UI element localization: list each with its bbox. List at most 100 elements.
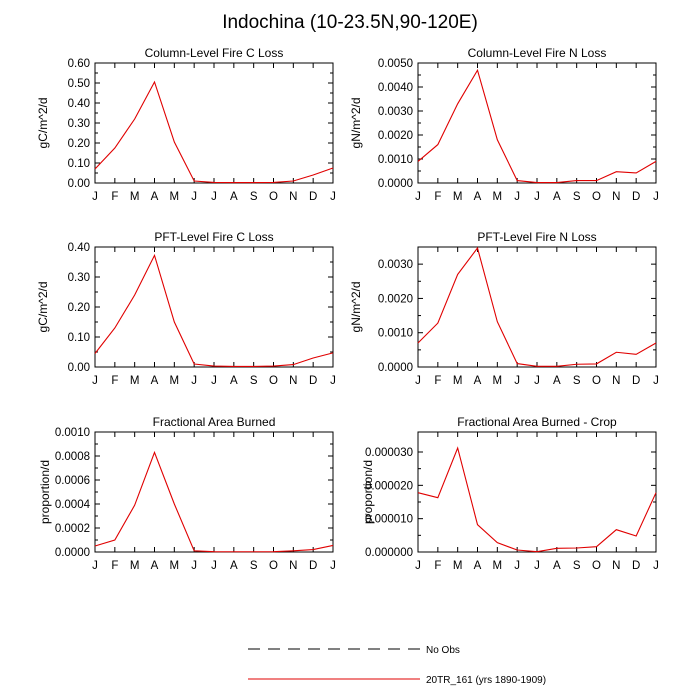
x-tick-label: S [573, 375, 581, 387]
x-tick-label: F [434, 375, 441, 387]
x-tick-label: M [453, 375, 463, 387]
x-tick-label: M [453, 560, 463, 572]
x-tick-label: M [170, 191, 180, 203]
x-tick-label: F [111, 375, 118, 387]
x-tick-label: M [493, 191, 503, 203]
y-tick-label: 0.0020 [378, 130, 413, 142]
y-tick-label: 0.0000 [378, 362, 413, 374]
y-tick-label: 0.0010 [378, 154, 413, 166]
x-tick-label: J [191, 560, 197, 572]
x-tick-label: A [230, 560, 238, 572]
x-tick-label: M [493, 375, 503, 387]
y-tick-label: 0.000030 [365, 447, 413, 459]
y-axis-label: proportion/d [38, 460, 52, 524]
figure-title: Indochina (10-23.5N,90-120E) [222, 12, 478, 33]
x-tick-label: N [612, 560, 620, 572]
x-tick-label: J [514, 191, 520, 203]
x-tick-label: S [250, 375, 258, 387]
series-line [417, 68, 657, 184]
x-tick-label: D [309, 560, 317, 572]
y-tick-label: 0.000010 [365, 514, 413, 526]
y-tick-label: 0.00 [68, 362, 90, 374]
x-tick-label: D [309, 375, 317, 387]
x-tick-label: A [151, 375, 159, 387]
x-tick-label: J [534, 375, 540, 387]
y-tick-label: 0.00 [68, 178, 90, 190]
x-tick-label: J [92, 560, 98, 572]
y-tick-label: 0.0010 [378, 328, 413, 340]
x-tick-label: J [534, 560, 540, 572]
x-tick-label: M [130, 375, 140, 387]
x-tick-label: J [211, 191, 217, 203]
y-tick-label: 0.10 [68, 158, 90, 170]
x-tick-label: M [453, 191, 463, 203]
x-tick-label: S [573, 560, 581, 572]
y-tick-label: 0.50 [68, 78, 90, 90]
x-tick-label: J [191, 191, 197, 203]
y-tick-label: 0.0000 [378, 178, 413, 190]
y-tick-label: 0.000000 [365, 547, 413, 559]
x-tick-label: J [534, 191, 540, 203]
y-tick-label: 0.0000 [55, 547, 90, 559]
x-tick-label: A [553, 375, 561, 387]
x-tick-label: J [211, 560, 217, 572]
legend: No Obs 20TR_161 (yrs 1890-1909) [248, 645, 546, 686]
x-tick-label: O [592, 191, 601, 203]
series-line [94, 450, 334, 553]
y-tick-label: 0.10 [68, 332, 90, 344]
x-tick-label: A [151, 560, 159, 572]
x-tick-label: F [434, 560, 441, 572]
x-tick-label: O [269, 191, 278, 203]
x-tick-label: D [632, 560, 640, 572]
x-tick-label: N [612, 191, 620, 203]
y-tick-label: 0.0008 [55, 451, 90, 463]
y-axis-label: gC/m^2/d [36, 98, 50, 149]
y-axis-label: gN/m^2/d [349, 282, 363, 333]
y-tick-label: 0.60 [68, 58, 90, 70]
series-line [94, 253, 334, 367]
y-tick-label: 0.0004 [55, 499, 91, 511]
x-tick-label: S [250, 560, 258, 572]
x-tick-label: J [415, 560, 421, 572]
y-tick-label: 0.000020 [365, 480, 413, 492]
x-tick-label: M [170, 375, 180, 387]
x-tick-label: J [415, 375, 421, 387]
x-tick-label: O [269, 560, 278, 572]
x-tick-label: A [474, 375, 482, 387]
y-tick-label: 0.0010 [55, 427, 90, 439]
series-line [417, 446, 657, 553]
y-axis-label: gN/m^2/d [349, 98, 363, 149]
x-tick-label: J [330, 560, 336, 572]
plot-frame [417, 431, 657, 553]
x-tick-label: A [474, 560, 482, 572]
y-tick-label: 0.0002 [55, 523, 90, 535]
plot-frame [417, 62, 657, 184]
x-tick-label: D [632, 375, 640, 387]
x-tick-label: D [632, 191, 640, 203]
y-tick-label: 0.0020 [378, 293, 413, 305]
y-tick-label: 0.40 [68, 242, 90, 254]
panel-title: Fractional Area Burned - Crop [457, 415, 617, 429]
x-tick-label: J [92, 375, 98, 387]
plot-frame [94, 246, 334, 368]
series-line [94, 80, 334, 184]
y-axis-label: proportion/d [361, 460, 375, 524]
x-tick-label: S [573, 191, 581, 203]
x-tick-label: J [211, 375, 217, 387]
panel-title: Fractional Area Burned [153, 415, 276, 429]
y-tick-label: 0.40 [68, 98, 90, 110]
panel-title: PFT-Level Fire N Loss [477, 230, 596, 244]
x-tick-label: J [330, 191, 336, 203]
x-tick-label: J [653, 191, 659, 203]
x-tick-label: A [553, 191, 561, 203]
x-tick-label: O [592, 560, 601, 572]
x-tick-label: A [230, 191, 238, 203]
legend-label: No Obs [426, 645, 460, 656]
panel-title: PFT-Level Fire C Loss [154, 230, 273, 244]
x-tick-label: A [474, 191, 482, 203]
